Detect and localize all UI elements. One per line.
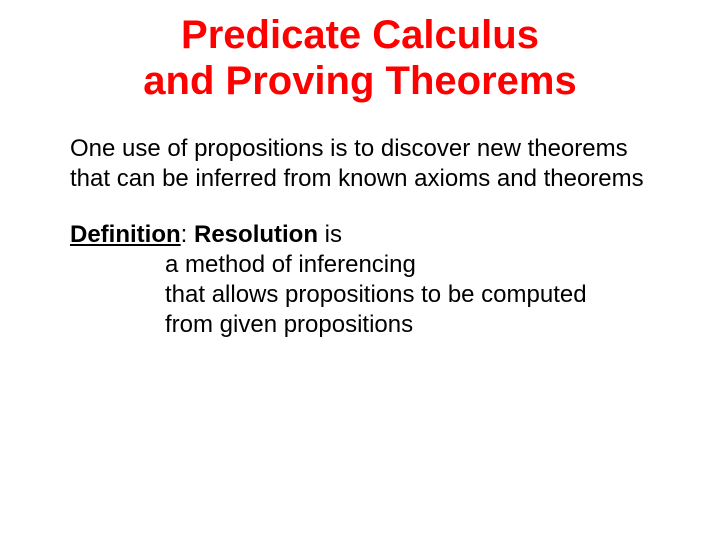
intro-paragraph: One use of propositions is to discover n… (70, 134, 650, 194)
definition-verb: is (318, 221, 342, 248)
definition-block: Definition: Resolution is a method of in… (70, 220, 650, 340)
title-line-1: Predicate Calculus (70, 12, 650, 58)
definition-colon: : (181, 221, 194, 248)
definition-first-line: Definition: Resolution is (70, 220, 650, 250)
definition-rest-line-3: from given propositions (165, 310, 650, 340)
slide-title: Predicate Calculus and Proving Theorems (70, 12, 650, 104)
title-line-2: and Proving Theorems (70, 58, 650, 104)
definition-rest-line-2: that allows propositions to be computed (165, 280, 650, 310)
definition-term: Resolution (194, 221, 318, 248)
definition-rest-line-1: a method of inferencing (165, 250, 650, 280)
definition-rest: a method of inferencing that allows prop… (70, 250, 650, 340)
slide-container: Predicate Calculus and Proving Theorems … (0, 0, 720, 540)
definition-label: Definition (70, 221, 181, 248)
